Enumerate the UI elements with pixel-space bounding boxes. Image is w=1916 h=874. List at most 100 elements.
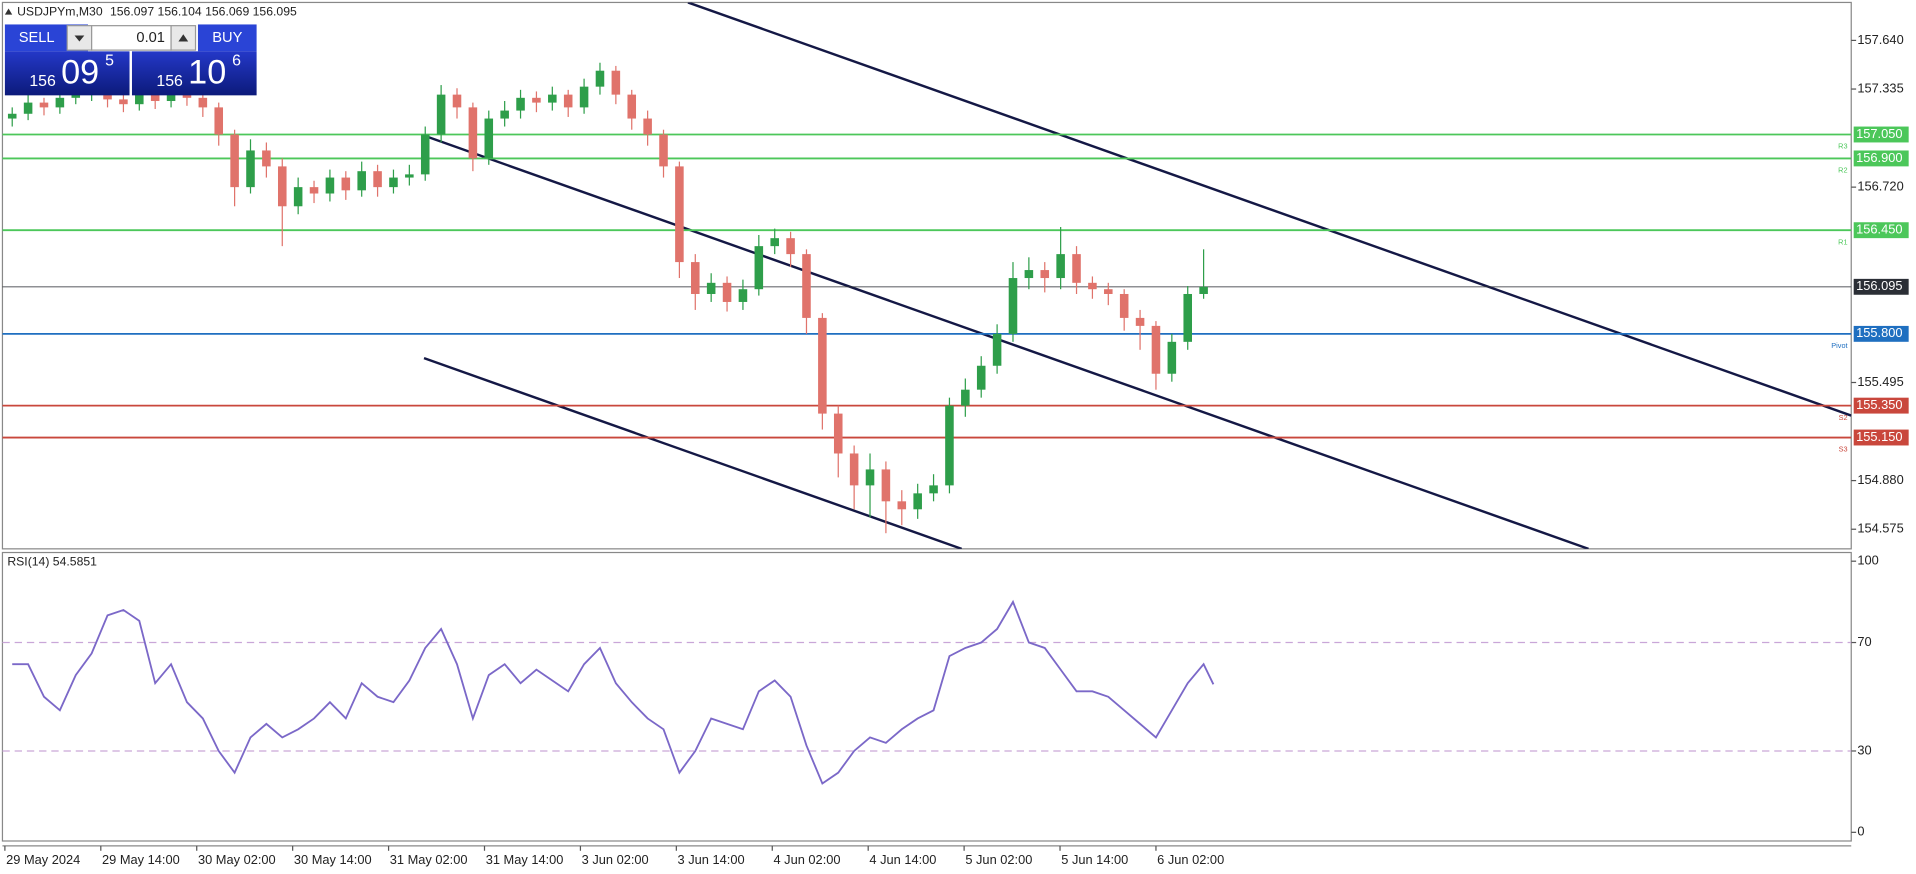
buy-button[interactable] bbox=[197, 24, 257, 52]
candle-body bbox=[1024, 270, 1034, 279]
level-name: R3 bbox=[1838, 142, 1847, 151]
sell-label: SELL bbox=[19, 30, 55, 46]
candle-body bbox=[277, 166, 287, 207]
candle-body bbox=[389, 177, 398, 188]
y-tick-label: 30 bbox=[1857, 742, 1871, 757]
candle-body bbox=[691, 262, 700, 294]
candle-body bbox=[722, 282, 732, 302]
x-tick-label: 5 Jun 14:00 bbox=[1061, 852, 1128, 867]
collapse-icon[interactable] bbox=[4, 8, 13, 15]
y-tick-label: 154.575 bbox=[1857, 521, 1903, 536]
symbol: USDJPYm,M30 bbox=[17, 4, 103, 18]
lot-value: 0.01 bbox=[136, 30, 165, 46]
ask-small: 6 bbox=[232, 52, 241, 69]
channel-lower bbox=[423, 357, 963, 549]
candle-body bbox=[1119, 293, 1129, 318]
candle-body bbox=[230, 134, 239, 188]
x-tick-label: 29 May 14:00 bbox=[102, 852, 180, 867]
candle-body bbox=[1151, 325, 1161, 374]
candle-body bbox=[484, 118, 494, 159]
candle-body bbox=[1104, 289, 1113, 294]
candle-body bbox=[341, 177, 351, 191]
level-price: 155.800 bbox=[1856, 325, 1902, 340]
candle-body bbox=[309, 187, 319, 194]
candle-body bbox=[246, 150, 255, 188]
x-tick-label: 30 May 02:00 bbox=[198, 852, 276, 867]
candle-body bbox=[675, 166, 684, 263]
candle-body bbox=[405, 174, 414, 178]
candle-body bbox=[357, 171, 366, 191]
candle-body bbox=[119, 99, 128, 105]
candle-body bbox=[293, 187, 303, 207]
candle-body bbox=[611, 70, 621, 95]
candle-body bbox=[135, 94, 144, 105]
candle-body bbox=[39, 102, 49, 108]
candle-body bbox=[436, 94, 446, 135]
rsi-panel bbox=[1, 551, 1852, 842]
candle-body bbox=[1088, 282, 1097, 290]
ask-box[interactable] bbox=[131, 51, 257, 96]
level-tag bbox=[1853, 397, 1909, 414]
candle-body bbox=[738, 289, 748, 302]
x-tick-label: 31 May 02:00 bbox=[390, 852, 468, 867]
bid-big: 156 bbox=[29, 73, 56, 90]
candle-body bbox=[325, 177, 335, 194]
candle-body bbox=[532, 97, 541, 103]
candle-body bbox=[754, 246, 764, 290]
level-tag bbox=[1853, 126, 1909, 143]
candle-body bbox=[468, 107, 478, 159]
trend-lines bbox=[423, 2, 1852, 549]
candle-body bbox=[1135, 317, 1145, 326]
candle-body bbox=[516, 97, 525, 111]
channel-upper bbox=[687, 2, 1852, 417]
candle-body bbox=[1040, 270, 1050, 279]
candle-body bbox=[976, 365, 986, 390]
main-panel bbox=[1, 1, 1852, 550]
candle-body bbox=[992, 333, 1002, 366]
candle-body bbox=[865, 469, 875, 486]
y-tick-label: 155.495 bbox=[1857, 374, 1903, 389]
channel-middle bbox=[427, 135, 1589, 549]
y-tick-label: 157.640 bbox=[1857, 32, 1903, 47]
candle-body bbox=[961, 389, 970, 406]
candle-body bbox=[579, 86, 589, 108]
level-price: 156.900 bbox=[1856, 150, 1902, 165]
candle-body bbox=[262, 150, 271, 167]
y-tick-label: 100 bbox=[1857, 553, 1878, 568]
level-tag bbox=[1853, 278, 1909, 295]
candle-body bbox=[1167, 341, 1177, 374]
candle-body bbox=[770, 238, 779, 247]
y-tick-label: 70 bbox=[1857, 634, 1871, 649]
y-tick-label: 0 bbox=[1857, 824, 1864, 839]
candle-body bbox=[150, 94, 160, 102]
candle-body bbox=[627, 94, 637, 119]
bid-box[interactable] bbox=[4, 51, 130, 96]
candle-body bbox=[1183, 293, 1193, 342]
level-price: 155.150 bbox=[1856, 429, 1902, 444]
buy-label: BUY bbox=[212, 30, 242, 46]
x-tick-label: 4 Jun 14:00 bbox=[869, 852, 936, 867]
x-tick-label: 3 Jun 14:00 bbox=[678, 852, 745, 867]
level-price: 157.050 bbox=[1856, 126, 1902, 141]
candle-body bbox=[166, 93, 176, 102]
candle-body bbox=[945, 405, 954, 486]
candle-body bbox=[643, 118, 652, 135]
candle-body bbox=[7, 113, 17, 119]
candle-body bbox=[452, 94, 462, 108]
level-name: Pivot bbox=[1831, 341, 1847, 350]
candle-body bbox=[897, 501, 907, 510]
candle-body bbox=[55, 97, 65, 108]
x-tick-label: 30 May 14:00 bbox=[294, 852, 372, 867]
level-name: S2 bbox=[1839, 413, 1848, 422]
candle-body bbox=[849, 453, 859, 486]
bid-mid: 09 bbox=[61, 54, 99, 92]
candle-body bbox=[833, 413, 843, 454]
candle-body bbox=[563, 94, 573, 108]
bid-small: 5 bbox=[105, 52, 114, 69]
x-tick-label: 6 Jun 02:00 bbox=[1157, 852, 1224, 867]
lot-field[interactable] bbox=[91, 25, 172, 51]
candle-body bbox=[595, 70, 605, 87]
candle-body bbox=[182, 93, 192, 98]
candle-body bbox=[214, 107, 224, 135]
